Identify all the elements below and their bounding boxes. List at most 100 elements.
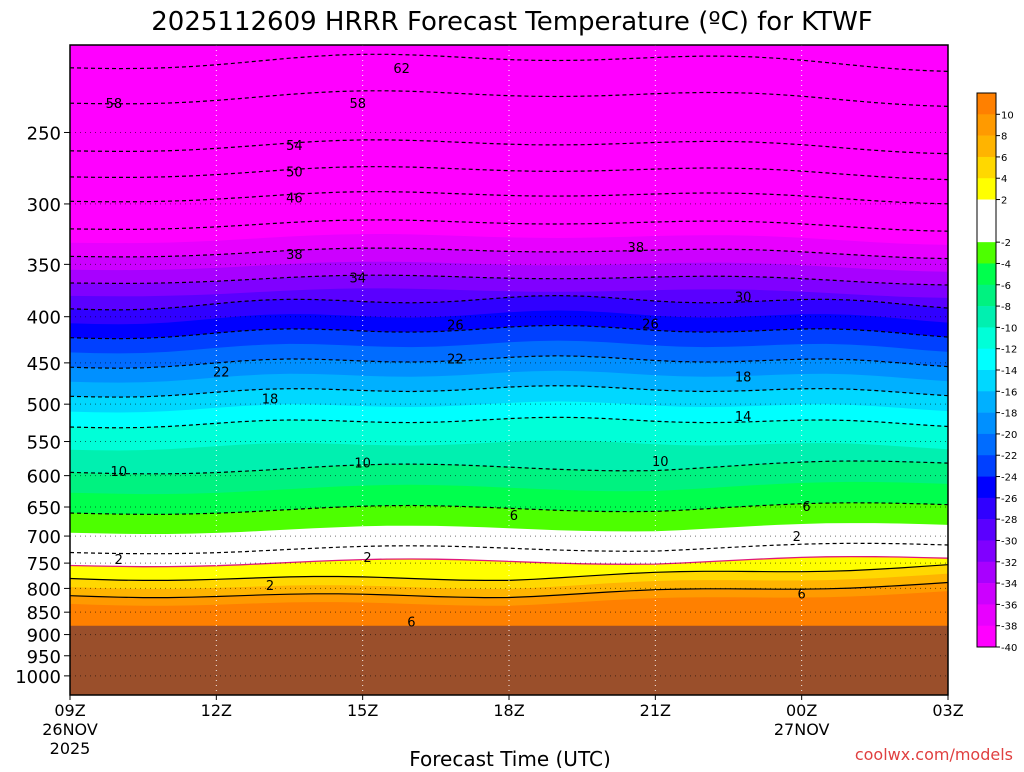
colorbar-label: 4 bbox=[1001, 174, 1007, 185]
contour-label: 10 bbox=[652, 455, 669, 470]
y-tick-label: 750 bbox=[27, 554, 61, 575]
colorbar-swatch bbox=[977, 497, 996, 520]
contour-label: 46 bbox=[286, 191, 303, 206]
colorbar-label: 6 bbox=[1001, 153, 1007, 164]
x-tick-label: 15Z bbox=[347, 701, 378, 720]
colorbar-label: -24 bbox=[1001, 473, 1017, 484]
colorbar-label: 8 bbox=[1001, 132, 1007, 143]
contour-label: 18 bbox=[735, 371, 752, 386]
y-tick-label: 550 bbox=[27, 433, 61, 454]
x-tick-label: 18Z bbox=[493, 701, 524, 720]
colorbar-label: 2 bbox=[1001, 196, 1007, 207]
colorbar-swatch bbox=[977, 327, 996, 349]
contour-label: 6 bbox=[510, 509, 518, 524]
colorbar-label: -10 bbox=[1001, 323, 1017, 334]
contour-label: 22 bbox=[447, 352, 464, 367]
colorbar-swatch bbox=[977, 412, 996, 435]
colorbar-swatch bbox=[977, 263, 996, 286]
colorbar-swatch bbox=[977, 93, 996, 115]
y-tick-label: 1000 bbox=[15, 667, 61, 688]
colorbar-swatch bbox=[977, 583, 996, 605]
colorbar-swatch bbox=[977, 306, 996, 328]
contour-label: 2 bbox=[266, 579, 274, 594]
colorbar-swatch bbox=[977, 391, 996, 413]
contour-label: 22 bbox=[213, 365, 230, 380]
colorbar-label: -12 bbox=[1001, 345, 1017, 356]
colorbar-swatch bbox=[977, 220, 996, 243]
y-tick-label: 350 bbox=[27, 255, 61, 276]
contour-label: 50 bbox=[286, 165, 303, 180]
colorbar-label: -8 bbox=[1001, 302, 1011, 313]
y-tick-label: 400 bbox=[27, 308, 61, 329]
colorbar-label: -32 bbox=[1001, 558, 1017, 569]
colorbar-swatch bbox=[977, 178, 996, 200]
colorbar-swatch bbox=[977, 242, 996, 264]
colorbar-legend: 10 8 6 4 2 -2 -4 -6 -8 -10 -12 -14 -16 -18 -20 -22 -24 -2… bbox=[976, 92, 1017, 654]
y-tick-label: 700 bbox=[27, 527, 61, 548]
isotherm-line bbox=[70, 274, 948, 286]
chart-title: 2025112609 HRRR Forecast Temperature (ºC… bbox=[151, 7, 873, 37]
contour-label: 10 bbox=[354, 456, 371, 471]
contour-label: 38 bbox=[628, 241, 645, 256]
colorbar-label: -40 bbox=[1001, 643, 1017, 654]
x-tick-date: 26NOV bbox=[42, 720, 98, 739]
colorbar-swatch bbox=[977, 625, 996, 648]
contour-label: 38 bbox=[286, 248, 303, 263]
contour-label: 2 bbox=[363, 551, 371, 566]
contour-label: 2 bbox=[115, 553, 123, 568]
x-tick-year: 2025 bbox=[50, 739, 91, 758]
contour-label: 26 bbox=[642, 318, 659, 333]
colorbar-swatch bbox=[977, 348, 996, 371]
colorbar-label: -20 bbox=[1001, 430, 1017, 441]
colorbar-label: -28 bbox=[1001, 515, 1017, 526]
y-tick-label: 850 bbox=[27, 603, 61, 624]
colorbar-swatch bbox=[977, 561, 996, 584]
y-tick-label: 650 bbox=[27, 498, 61, 519]
colorbar-label: -22 bbox=[1001, 451, 1017, 462]
contour-label: 2 bbox=[793, 530, 801, 545]
y-tick-label: 250 bbox=[27, 123, 61, 144]
x-axis-label: Forecast Time (UTC) bbox=[409, 747, 611, 768]
colorbar-swatch bbox=[977, 135, 996, 158]
colorbar-label: -2 bbox=[1001, 238, 1011, 249]
y-tick-label: 450 bbox=[27, 354, 61, 375]
colorbar-label: -4 bbox=[1001, 259, 1011, 270]
colorbar-swatch bbox=[977, 114, 996, 136]
contour-label: 26 bbox=[447, 318, 464, 333]
y-tick-label: 900 bbox=[27, 626, 61, 647]
contour-label: 34 bbox=[350, 272, 367, 287]
x-tick-label: 03Z bbox=[932, 701, 963, 720]
colorbar-label: -36 bbox=[1001, 600, 1017, 611]
y-tick-label: 300 bbox=[27, 195, 61, 216]
colorbar-swatch bbox=[977, 156, 996, 179]
contour-label: 54 bbox=[286, 139, 303, 154]
x-tick-label: 12Z bbox=[201, 701, 232, 720]
colorbar-label: -16 bbox=[1001, 387, 1017, 398]
contour-label: 10 bbox=[111, 465, 128, 480]
contour-label: 18 bbox=[262, 393, 279, 408]
credit-text: coolwx.com/models bbox=[855, 745, 1013, 764]
y-tick-label: 600 bbox=[27, 467, 61, 488]
colorbar-label: -30 bbox=[1001, 536, 1017, 547]
colorbar-label: -34 bbox=[1001, 579, 1017, 590]
contour-label: 6 bbox=[407, 615, 415, 630]
colorbar-swatch bbox=[977, 370, 996, 392]
y-tick-label: 800 bbox=[27, 579, 61, 600]
colorbar-swatch bbox=[977, 455, 996, 477]
colorbar-label: -18 bbox=[1001, 409, 1017, 420]
colorbar-swatch bbox=[977, 476, 996, 499]
y-tick-label: 500 bbox=[27, 395, 61, 416]
colorbar-label: -38 bbox=[1001, 622, 1017, 633]
contour-label: 58 bbox=[350, 97, 367, 112]
colorbar-label: -6 bbox=[1001, 281, 1011, 292]
colorbar-swatch bbox=[977, 540, 996, 563]
colorbar-label: -26 bbox=[1001, 494, 1017, 505]
colorbar-swatch bbox=[977, 433, 996, 456]
y-tick-label: 950 bbox=[27, 647, 61, 668]
contour-label: 58 bbox=[106, 97, 123, 112]
contour-label: 62 bbox=[393, 62, 410, 77]
contour-label: 30 bbox=[735, 291, 752, 306]
